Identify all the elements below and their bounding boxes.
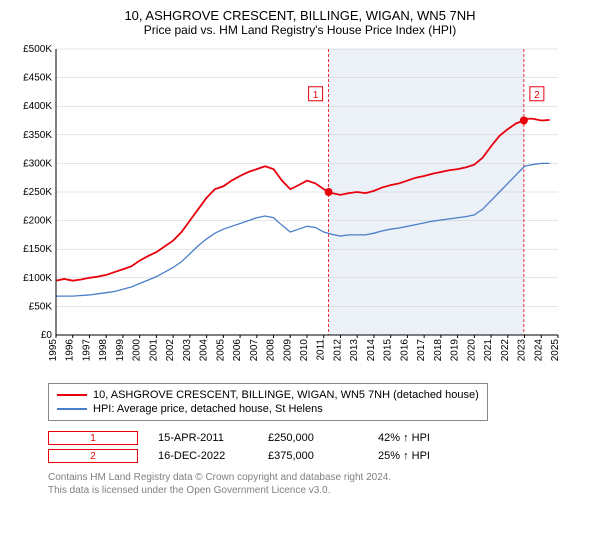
svg-text:2014: 2014 (366, 339, 377, 362)
transaction-delta: 42% ↑ HPI (378, 432, 468, 444)
svg-text:1995: 1995 (48, 339, 59, 362)
svg-text:2000: 2000 (132, 339, 143, 362)
svg-text:2016: 2016 (399, 339, 410, 362)
svg-text:£250K: £250K (23, 187, 52, 198)
svg-text:2022: 2022 (500, 339, 511, 362)
svg-text:2018: 2018 (433, 339, 444, 362)
svg-text:1999: 1999 (115, 339, 126, 362)
attribution-line: Contains HM Land Registry data © Crown c… (48, 471, 592, 484)
svg-text:£200K: £200K (23, 216, 52, 227)
svg-text:£300K: £300K (23, 158, 52, 169)
svg-text:£50K: £50K (29, 301, 53, 312)
chart-area: 12£0£50K£100K£150K£200K£250K£300K£350K£4… (8, 43, 592, 373)
svg-text:2007: 2007 (249, 339, 260, 362)
svg-text:2025: 2025 (550, 339, 561, 362)
chart-subtitle: Price paid vs. HM Land Registry's House … (8, 23, 592, 37)
svg-text:2005: 2005 (215, 339, 226, 362)
attribution: Contains HM Land Registry data © Crown c… (48, 471, 592, 497)
transaction-price: £375,000 (268, 450, 358, 462)
transactions-table: 1 15-APR-2011 £250,000 42% ↑ HPI 2 16-DE… (48, 429, 592, 465)
legend-label: HPI: Average price, detached house, St H… (93, 403, 323, 415)
svg-text:2006: 2006 (232, 339, 243, 362)
svg-text:2011: 2011 (316, 339, 327, 361)
svg-text:2001: 2001 (148, 339, 159, 362)
transaction-row: 1 15-APR-2011 £250,000 42% ↑ HPI (48, 429, 592, 447)
svg-text:2004: 2004 (199, 339, 210, 362)
legend-item-property: 10, ASHGROVE CRESCENT, BILLINGE, WIGAN, … (57, 388, 479, 402)
svg-text:2023: 2023 (517, 339, 528, 362)
svg-text:2008: 2008 (266, 339, 277, 362)
svg-text:2002: 2002 (165, 339, 176, 362)
transaction-row: 2 16-DEC-2022 £375,000 25% ↑ HPI (48, 447, 592, 465)
svg-text:£150K: £150K (23, 244, 52, 255)
svg-text:£400K: £400K (23, 101, 52, 112)
svg-text:£450K: £450K (23, 73, 52, 84)
svg-text:1998: 1998 (98, 339, 109, 362)
svg-text:2010: 2010 (299, 339, 310, 362)
svg-text:£100K: £100K (23, 273, 52, 284)
svg-text:£500K: £500K (23, 44, 52, 55)
svg-text:2012: 2012 (332, 339, 343, 362)
svg-text:2013: 2013 (349, 339, 360, 362)
svg-text:2015: 2015 (383, 339, 394, 362)
legend-label: 10, ASHGROVE CRESCENT, BILLINGE, WIGAN, … (93, 389, 479, 401)
transaction-date: 16-DEC-2022 (158, 450, 248, 462)
svg-text:2003: 2003 (182, 339, 193, 362)
transaction-marker: 2 (48, 449, 138, 463)
line-chart: 12£0£50K£100K£150K£200K£250K£300K£350K£4… (8, 43, 568, 373)
transaction-delta: 25% ↑ HPI (378, 450, 468, 462)
svg-text:2021: 2021 (483, 339, 494, 362)
attribution-line: This data is licensed under the Open Gov… (48, 484, 592, 497)
svg-text:1: 1 (313, 90, 319, 101)
svg-text:2019: 2019 (450, 339, 461, 362)
legend-item-hpi: HPI: Average price, detached house, St H… (57, 402, 479, 416)
transaction-price: £250,000 (268, 432, 358, 444)
svg-text:2024: 2024 (533, 339, 544, 362)
transaction-marker: 1 (48, 431, 138, 445)
svg-text:2009: 2009 (282, 339, 293, 362)
svg-text:2017: 2017 (416, 339, 427, 362)
svg-text:2: 2 (534, 90, 540, 101)
svg-text:£350K: £350K (23, 130, 52, 141)
svg-text:1996: 1996 (65, 339, 76, 362)
transaction-date: 15-APR-2011 (158, 432, 248, 444)
chart-title: 10, ASHGROVE CRESCENT, BILLINGE, WIGAN, … (8, 8, 592, 23)
legend-swatch (57, 408, 87, 409)
svg-text:1997: 1997 (81, 339, 92, 362)
legend: 10, ASHGROVE CRESCENT, BILLINGE, WIGAN, … (48, 383, 488, 421)
legend-swatch (57, 394, 87, 396)
svg-text:2020: 2020 (466, 339, 477, 362)
